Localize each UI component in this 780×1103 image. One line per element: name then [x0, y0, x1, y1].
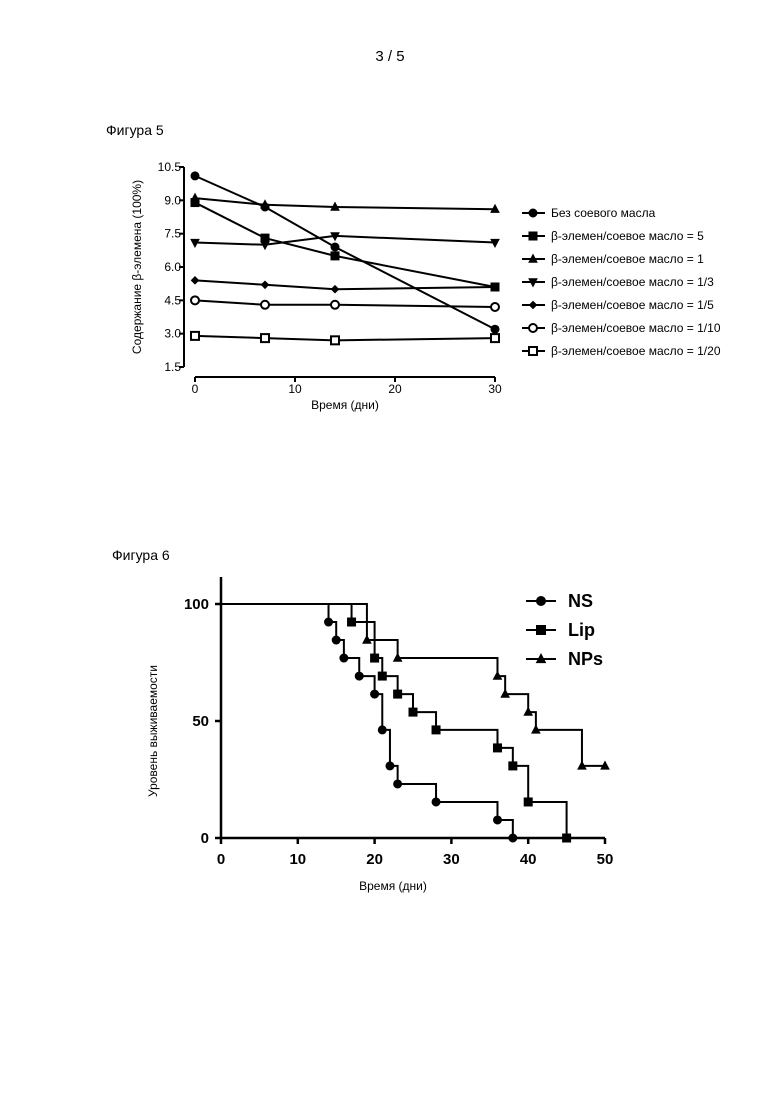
- data-point: [493, 816, 501, 824]
- data-point: [563, 834, 571, 842]
- data-point: [355, 672, 363, 680]
- data-point: [509, 834, 517, 842]
- x-tick-label: 10: [289, 851, 306, 868]
- data-point: [378, 726, 386, 734]
- chart-figure-6: 0 50 100 0 10 20 30 40 50 Время (дни) Уровень выжи…: [0, 0, 780, 1103]
- data-point: [332, 636, 340, 644]
- data-point: [371, 690, 379, 698]
- x-tick-label: 0: [217, 851, 225, 868]
- x-axis-title: Время (дни): [359, 879, 427, 893]
- data-point: [432, 726, 440, 734]
- legend-marker: [537, 626, 546, 635]
- data-point: [432, 798, 440, 806]
- x-tick-label: 30: [443, 851, 460, 868]
- x-tick-label: 20: [366, 851, 383, 868]
- legend-label: NS: [568, 591, 593, 611]
- data-point: [348, 618, 356, 626]
- y-axis-title: Уровень выживаемости: [146, 665, 160, 797]
- data-point: [371, 654, 379, 662]
- data-point: [394, 690, 402, 698]
- x-tick-label: 40: [520, 851, 537, 868]
- data-point: [340, 654, 348, 662]
- data-point: [493, 744, 501, 752]
- legend-label: NPs: [568, 649, 603, 669]
- y-tick-label: 0: [201, 830, 209, 847]
- data-point: [524, 798, 532, 806]
- data-point: [378, 672, 386, 680]
- data-point: [409, 708, 417, 716]
- x-tick-label: 50: [597, 851, 614, 868]
- data-point: [386, 762, 394, 770]
- legend-marker: [537, 597, 546, 606]
- y-tick-label: 100: [184, 596, 209, 613]
- data-point: [325, 618, 333, 626]
- data-point: [509, 762, 517, 770]
- legend-label: Lip: [568, 620, 595, 640]
- data-point: [394, 780, 402, 788]
- series-step-line: [221, 604, 605, 766]
- y-tick-label: 50: [192, 713, 209, 730]
